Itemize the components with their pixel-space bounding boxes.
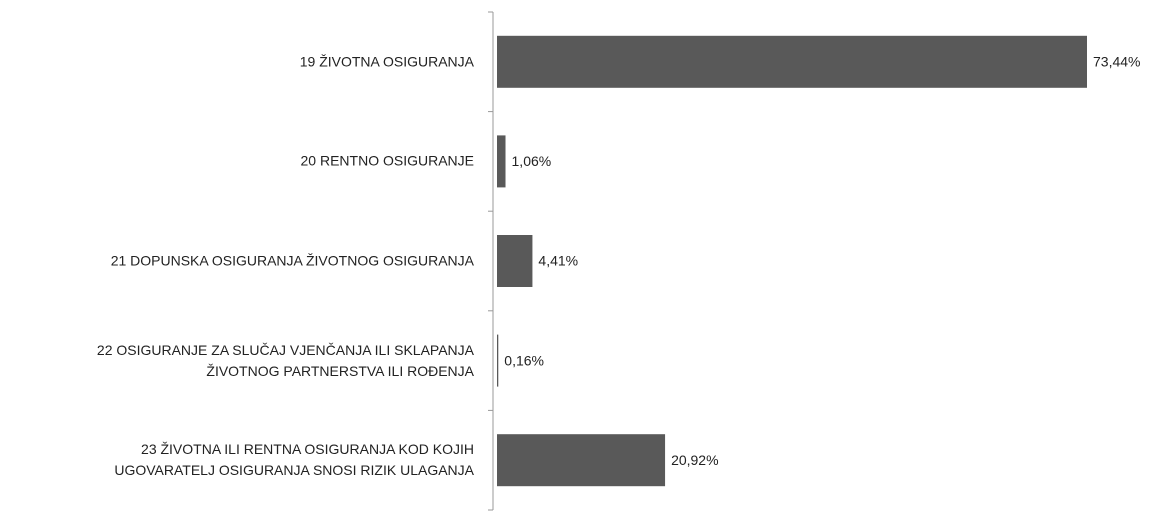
bar [497, 235, 533, 287]
value-label: 1,06% [512, 153, 552, 169]
category-label: 20 RENTNO OSIGURANJE [300, 152, 474, 169]
value-label: 0,16% [504, 352, 544, 368]
category-label: 21 DOPUNSKA OSIGURANJA ŽIVOTNOG OSIGURAN… [110, 252, 474, 269]
bar [497, 135, 506, 188]
bar [497, 434, 666, 487]
value-label: 4,41% [538, 253, 578, 269]
value-label: 20,92% [671, 452, 718, 468]
bar [497, 334, 499, 387]
bar [497, 35, 1087, 88]
category-label: 23 ŽIVOTNA ILI RENTNA OSIGURANJA KOD KOJ… [114, 441, 474, 479]
value-label: 73,44% [1093, 54, 1140, 70]
category-label: 22 OSIGURANJE ZA SLUČAJ VJENČANJA ILI SK… [96, 341, 474, 379]
category-label: 19 ŽIVOTNA OSIGURANJA [299, 53, 474, 70]
